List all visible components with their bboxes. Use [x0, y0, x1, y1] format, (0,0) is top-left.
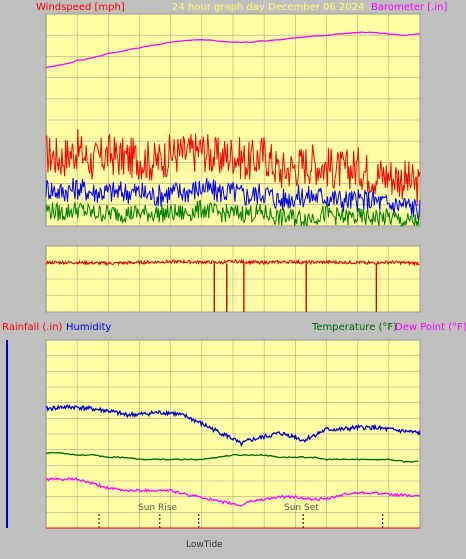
sun-rise-label: Sun Rise [138, 503, 177, 513]
humidity-axis-title: Humidity [66, 322, 111, 333]
windspeed-avg-line [45, 177, 421, 220]
dewpoint-line [45, 477, 421, 507]
temperature-line [45, 451, 419, 463]
event-annotations: Sun Rise Sun Set LowTide [138, 503, 319, 550]
barometer-axis-title: Barometer [.in] [371, 2, 447, 13]
windspeed-low-line [45, 199, 421, 227]
wind-direction-line [45, 258, 420, 267]
barometer-line [45, 31, 421, 69]
temperature-axis-title: Temperature (°F) [311, 322, 397, 333]
sun-set-label: Sun Set [284, 503, 319, 513]
data-series [45, 31, 421, 529]
dewpoint-axis-title: Dew Point (°F) [395, 322, 466, 333]
windspeed-axis-title: Windspeed [mph] [36, 2, 125, 13]
windspeed-gust-line [45, 129, 421, 207]
rainfall-axis-title: Rainfall (.in) [2, 322, 63, 333]
low-tide-label: LowTide [186, 540, 223, 550]
chart-headers: Windspeed [mph] 24 hour graph day Decemb… [2, 2, 466, 333]
chart-title: 24 hour graph day December 06 2024 [172, 2, 364, 13]
humidity-line [45, 404, 421, 448]
